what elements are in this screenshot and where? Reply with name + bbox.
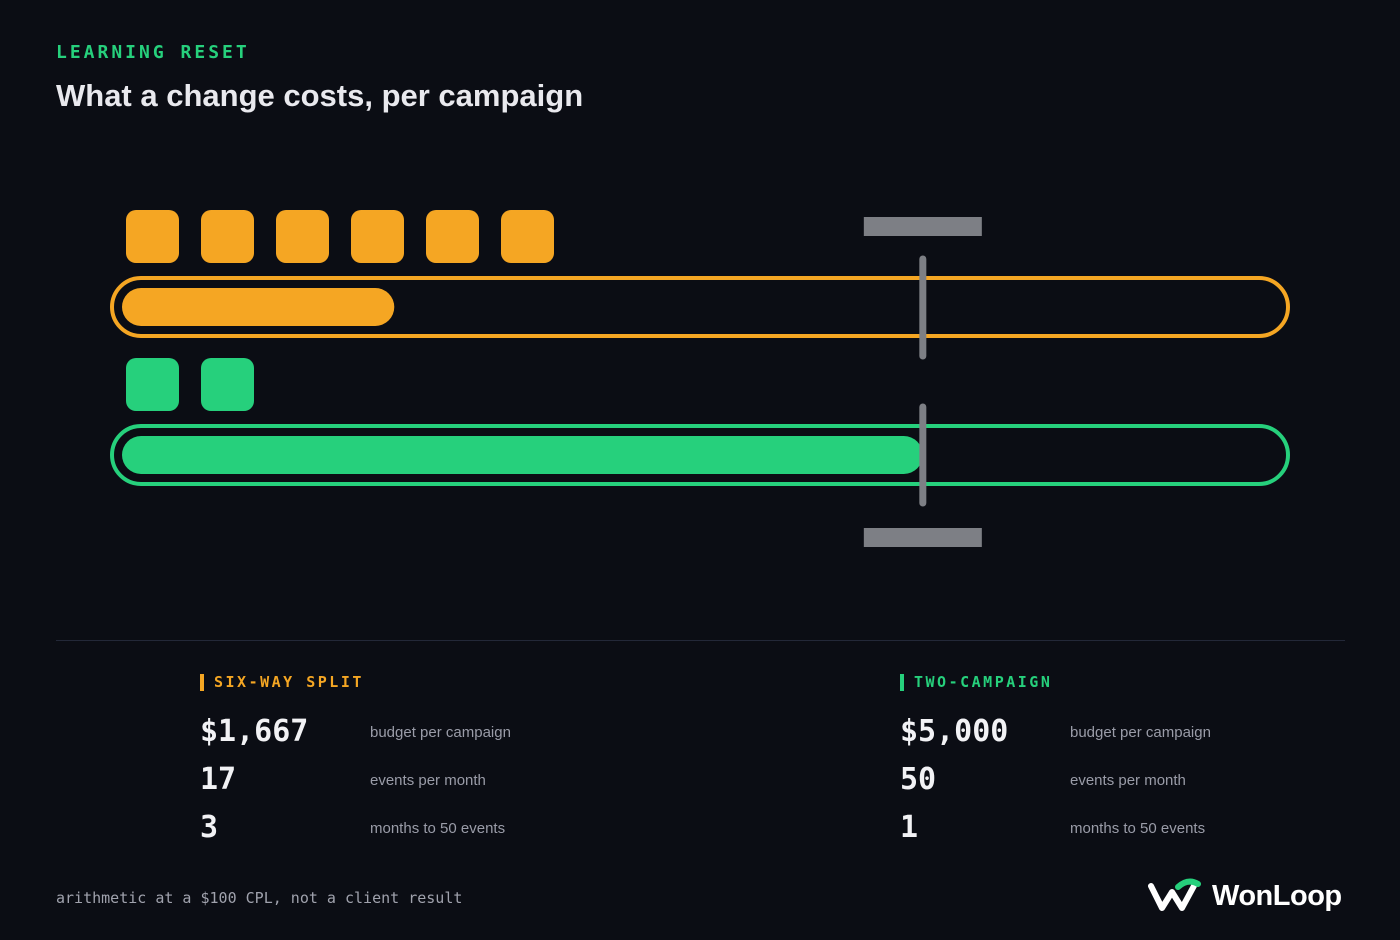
- campaign-bar-chart: [110, 210, 1290, 547]
- stat-value: 1: [900, 810, 919, 845]
- stat-row: 17 events per month: [200, 762, 760, 802]
- stat-value: 50: [900, 762, 937, 797]
- stats-heading-six-way: SIX-WAY SPLIT: [200, 674, 760, 691]
- campaign-square: [426, 210, 479, 263]
- stat-label: months to 50 events: [1070, 820, 1206, 837]
- stat-label: budget per campaign: [370, 724, 511, 741]
- bar-value: [122, 288, 395, 326]
- stat-row: $5,000 budget per campaign: [900, 714, 1400, 754]
- campaign-square: [351, 210, 404, 263]
- bar-track: [110, 276, 1290, 338]
- section-divider: [56, 640, 1345, 641]
- brand-logo: WonLoop: [1148, 876, 1342, 916]
- bar-value: [122, 436, 923, 474]
- stat-label: events per month: [370, 772, 486, 789]
- campaign-square: [501, 210, 554, 263]
- campaign-square: [126, 210, 179, 263]
- stat-row: $1,667 budget per campaign: [200, 714, 760, 754]
- page-title: What a change costs, per campaign: [56, 78, 584, 113]
- bar-track: [110, 424, 1290, 486]
- stat-value: $1,667: [200, 714, 309, 749]
- stat-label: events per month: [1070, 772, 1186, 789]
- stat-row: 3 months to 50 events: [200, 810, 760, 850]
- campaign-square: [126, 358, 179, 411]
- stat-row: 1 months to 50 events: [900, 810, 1400, 850]
- eyebrow-label: LEARNING RESET: [56, 42, 250, 63]
- stat-value: 17: [200, 762, 237, 797]
- campaign-square: [276, 210, 329, 263]
- threshold-cap: [863, 217, 982, 236]
- stat-value: $5,000: [900, 714, 1009, 749]
- campaign-square: [201, 210, 254, 263]
- brand-name: WonLoop: [1212, 879, 1342, 912]
- threshold-cap: [863, 528, 982, 547]
- stat-label: budget per campaign: [1070, 724, 1211, 741]
- stats-heading-two-campaign: TWO-CAMPAIGN: [900, 674, 1400, 691]
- stat-row: 50 events per month: [900, 762, 1400, 802]
- stats-two-campaign: TWO-CAMPAIGN $5,000 budget per campaign …: [900, 674, 1400, 845]
- stats-six-way: SIX-WAY SPLIT $1,667 budget per campaign…: [200, 674, 760, 845]
- stat-label: months to 50 events: [370, 820, 506, 837]
- wonloop-logo-icon: [1148, 878, 1201, 911]
- campaign-square: [201, 358, 254, 411]
- stat-value: 3: [200, 810, 219, 845]
- footnote: arithmetic at a $100 CPL, not a client r…: [56, 889, 463, 907]
